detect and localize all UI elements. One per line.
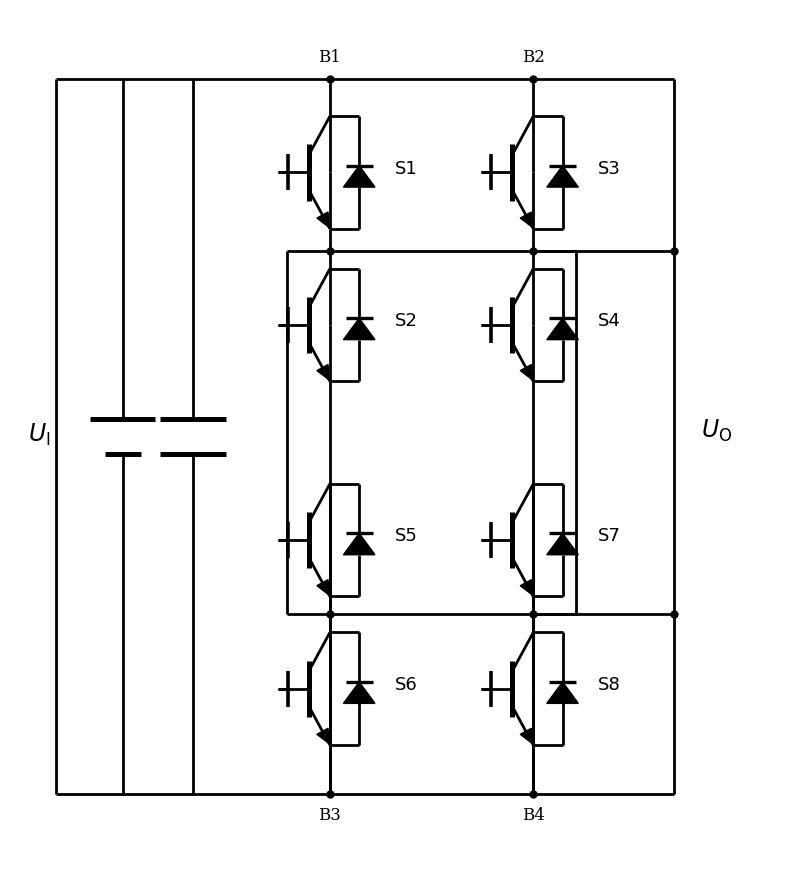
Text: S5: S5 (395, 527, 418, 545)
Text: $U_\mathrm{O}$: $U_\mathrm{O}$ (702, 417, 732, 444)
Text: S4: S4 (598, 312, 621, 330)
Polygon shape (317, 212, 329, 228)
Text: S8: S8 (598, 676, 621, 693)
Polygon shape (344, 166, 375, 187)
Polygon shape (520, 364, 532, 380)
Text: S1: S1 (395, 160, 418, 177)
Text: S7: S7 (598, 527, 621, 545)
Text: B3: B3 (319, 806, 341, 824)
Polygon shape (344, 682, 375, 703)
Polygon shape (520, 212, 532, 228)
Text: S6: S6 (395, 676, 418, 693)
Text: S2: S2 (395, 312, 418, 330)
Polygon shape (344, 534, 375, 554)
Text: B2: B2 (522, 49, 545, 66)
Polygon shape (317, 580, 329, 595)
Polygon shape (520, 728, 532, 744)
Polygon shape (547, 318, 579, 340)
Polygon shape (547, 166, 579, 187)
Text: $U_\mathrm{I}$: $U_\mathrm{I}$ (27, 421, 50, 448)
Polygon shape (520, 580, 532, 595)
Polygon shape (344, 318, 375, 340)
Polygon shape (317, 728, 329, 744)
Polygon shape (317, 364, 329, 380)
Polygon shape (547, 534, 579, 554)
Text: S3: S3 (598, 160, 621, 177)
Text: B1: B1 (319, 49, 341, 66)
Polygon shape (547, 682, 579, 703)
Text: B4: B4 (522, 806, 545, 824)
